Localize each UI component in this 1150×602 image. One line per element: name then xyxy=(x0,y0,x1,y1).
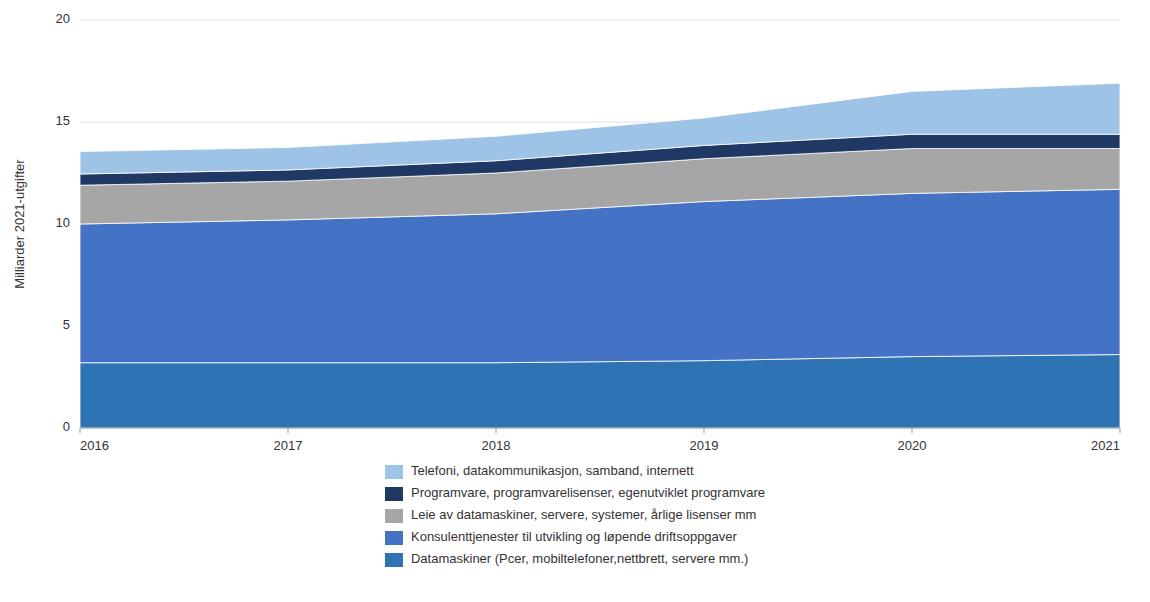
y-tick-label: 20 xyxy=(56,11,70,26)
x-tick-label: 2019 xyxy=(690,438,719,453)
x-tick-label: 2016 xyxy=(80,438,109,453)
area xyxy=(80,83,1120,174)
x-tick xyxy=(912,428,913,433)
chart: 0 5 10 15 20 2016 2017 2018 2019 2020 2021 Milliard… xyxy=(0,0,1150,602)
legend-label: Konsulenttjenester til utvikling og løpe… xyxy=(411,529,738,544)
x-tick-label: 2021 xyxy=(1091,438,1120,453)
y-tick-label: 10 xyxy=(56,215,70,230)
legend-label: Leie av datamaskiner, servere, systemer,… xyxy=(411,507,756,522)
x-tick-label: 2017 xyxy=(274,438,303,453)
legend-swatch xyxy=(385,553,403,567)
x-tick-label: 2018 xyxy=(482,438,511,453)
area xyxy=(80,355,1120,428)
legend-swatch xyxy=(385,509,403,523)
x-tick xyxy=(80,428,81,433)
legend-label: Datamaskiner (Pcer, mobiltelefoner,nettb… xyxy=(411,551,748,566)
legend-swatch xyxy=(385,531,403,545)
grid-line xyxy=(80,428,1120,429)
x-tick-label: 2020 xyxy=(898,438,927,453)
x-tick xyxy=(1120,428,1121,433)
legend-swatch xyxy=(385,465,403,479)
legend: Telefoni, datakommunikasjon, samband, in… xyxy=(385,463,765,567)
y-tick-label: 0 xyxy=(63,419,70,434)
y-tick-label: 15 xyxy=(56,113,70,128)
legend-label: Programvare, programvarelisenser, egenut… xyxy=(411,485,765,500)
legend-label: Telefoni, datakommunikasjon, samband, in… xyxy=(411,463,694,478)
x-tick xyxy=(288,428,289,433)
y-grid xyxy=(80,20,1120,428)
areas xyxy=(80,83,1120,428)
grid-line xyxy=(80,20,1120,21)
legend-swatch xyxy=(385,487,403,501)
x-axis-line xyxy=(80,428,1120,429)
y-tick-label: 5 xyxy=(63,317,70,332)
x-tick xyxy=(496,428,497,433)
y-axis-label: Milliarder 2021-utgifter xyxy=(12,159,27,289)
x-tick xyxy=(704,428,705,433)
